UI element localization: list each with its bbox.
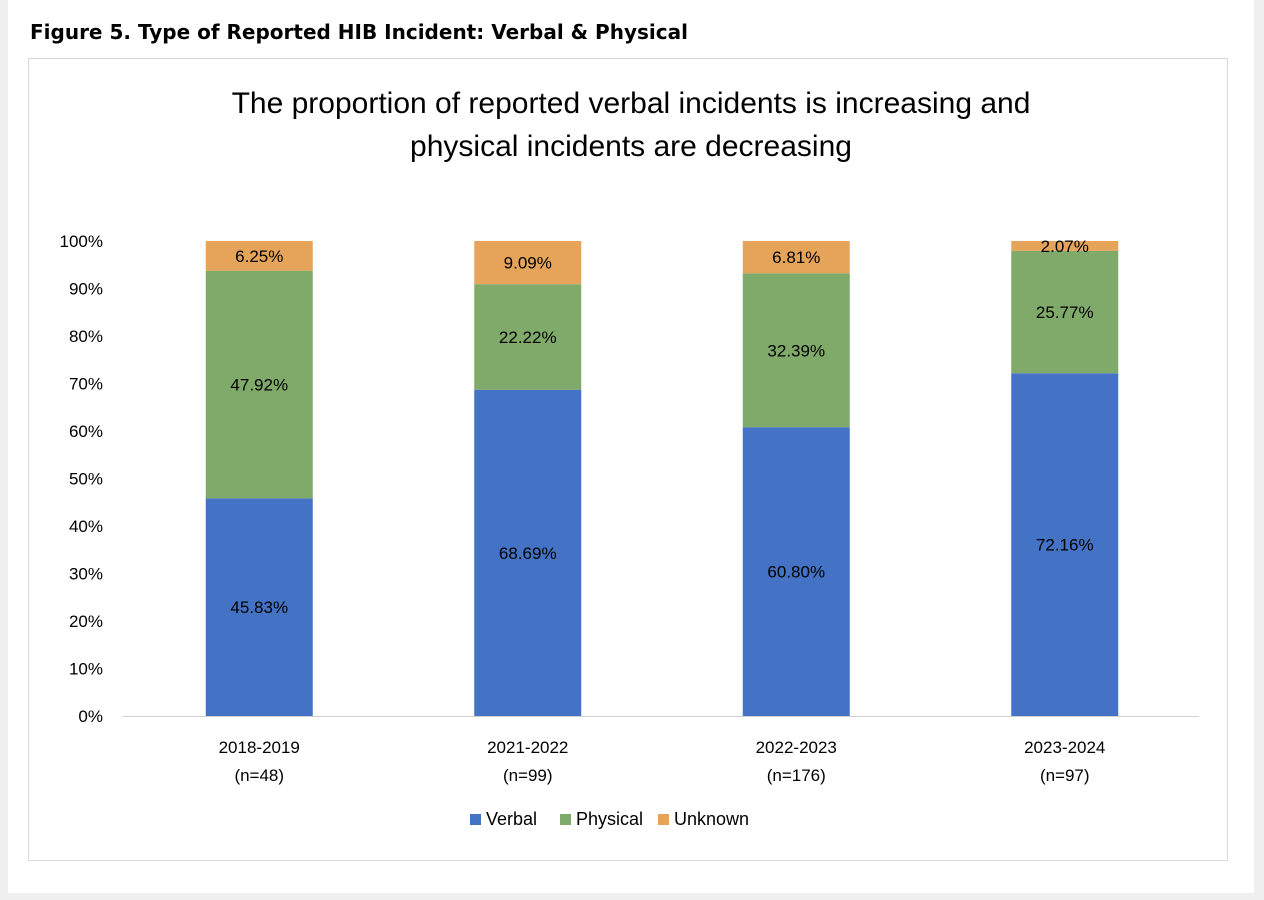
y-tick-label: 0% <box>78 707 103 726</box>
y-tick-label: 50% <box>69 470 103 489</box>
chart-title-line: physical incidents are decreasing <box>410 130 852 163</box>
x-tick-label: 2018-2019 <box>219 738 300 757</box>
data-label-unknown: 2.07% <box>1041 237 1089 256</box>
bar-segment-unknown <box>205 241 313 271</box>
bar-segment-verbal <box>205 498 313 716</box>
bar-segment-physical <box>474 284 582 390</box>
data-label-verbal: 72.16% <box>1036 536 1094 555</box>
bar-segment-verbal <box>474 389 582 716</box>
x-tick-label: 2021-2022 <box>487 738 568 757</box>
x-tick-label: (n=176) <box>767 766 826 785</box>
y-tick-label: 90% <box>69 280 103 299</box>
x-tick-label: (n=99) <box>503 766 553 785</box>
x-tick-label: 2023-2024 <box>1024 738 1105 757</box>
data-label-unknown: 6.25% <box>235 247 283 266</box>
x-axis: 2018-2019 (n=48) 2021-2022 (n=99) 2022-2023 (… <box>123 716 1199 785</box>
figure-caption: Figure 5. Type of Reported HIB Incident:… <box>30 20 688 44</box>
y-tick-label: 80% <box>69 327 103 346</box>
legend-label-verbal: Verbal <box>486 809 537 829</box>
chart-title: The proportion of reported verbal incide… <box>232 87 1031 163</box>
y-tick-label: 30% <box>69 565 103 584</box>
x-tick-label: 2022-2023 <box>756 738 837 757</box>
data-label-verbal: 68.69% <box>499 544 557 563</box>
x-tick-label: (n=97) <box>1040 766 1090 785</box>
legend-label-physical: Physical <box>576 809 643 829</box>
legend-label-unknown: Unknown <box>674 809 749 829</box>
data-label-physical: 32.39% <box>767 341 825 360</box>
bar-segment-unknown <box>1011 241 1119 251</box>
data-label-verbal: 45.83% <box>230 598 288 617</box>
data-label-physical: 22.22% <box>499 328 557 347</box>
legend-swatch-unknown <box>658 814 669 825</box>
bar-segment-physical <box>205 270 313 499</box>
y-tick-label: 10% <box>69 660 103 679</box>
chart-frame: The proportion of reported verbal incide… <box>28 58 1228 861</box>
y-tick-label: 20% <box>69 612 103 631</box>
y-tick-label: 60% <box>69 422 103 441</box>
bar-segment-verbal <box>1011 373 1119 716</box>
y-axis: 0% 10% 20% 30% 40% 50% 60% 70% 80% 90% 100% <box>60 232 103 726</box>
legend-swatch-verbal <box>470 814 481 825</box>
y-tick-label: 100% <box>60 232 103 251</box>
bar-segment-physical <box>742 273 850 428</box>
bar-segment-unknown <box>474 241 582 285</box>
bars <box>205 241 1119 716</box>
y-tick-label: 40% <box>69 517 103 536</box>
bar-segment-verbal <box>742 427 850 716</box>
bar-segment-physical <box>1011 250 1119 374</box>
stacked-bar-chart: The proportion of reported verbal incide… <box>60 87 1199 829</box>
page: Figure 5. Type of Reported HIB Incident:… <box>8 0 1254 893</box>
bar-segment-unknown <box>742 241 850 274</box>
chart-title-line: The proportion of reported verbal incide… <box>232 87 1031 120</box>
legend: Verbal Physical Unknown <box>470 809 749 829</box>
legend-swatch-physical <box>560 814 571 825</box>
data-label-unknown: 6.81% <box>772 248 820 267</box>
data-label-unknown: 9.09% <box>504 254 552 273</box>
data-label-physical: 47.92% <box>230 375 288 394</box>
data-labels: 45.83% 47.92% 6.25% 68.69% 22.22% 9.09% 60.80%… <box>230 237 1093 617</box>
data-label-physical: 25.77% <box>1036 303 1094 322</box>
data-label-verbal: 60.80% <box>767 563 825 582</box>
y-tick-label: 70% <box>69 375 103 394</box>
x-tick-label: (n=48) <box>234 766 284 785</box>
